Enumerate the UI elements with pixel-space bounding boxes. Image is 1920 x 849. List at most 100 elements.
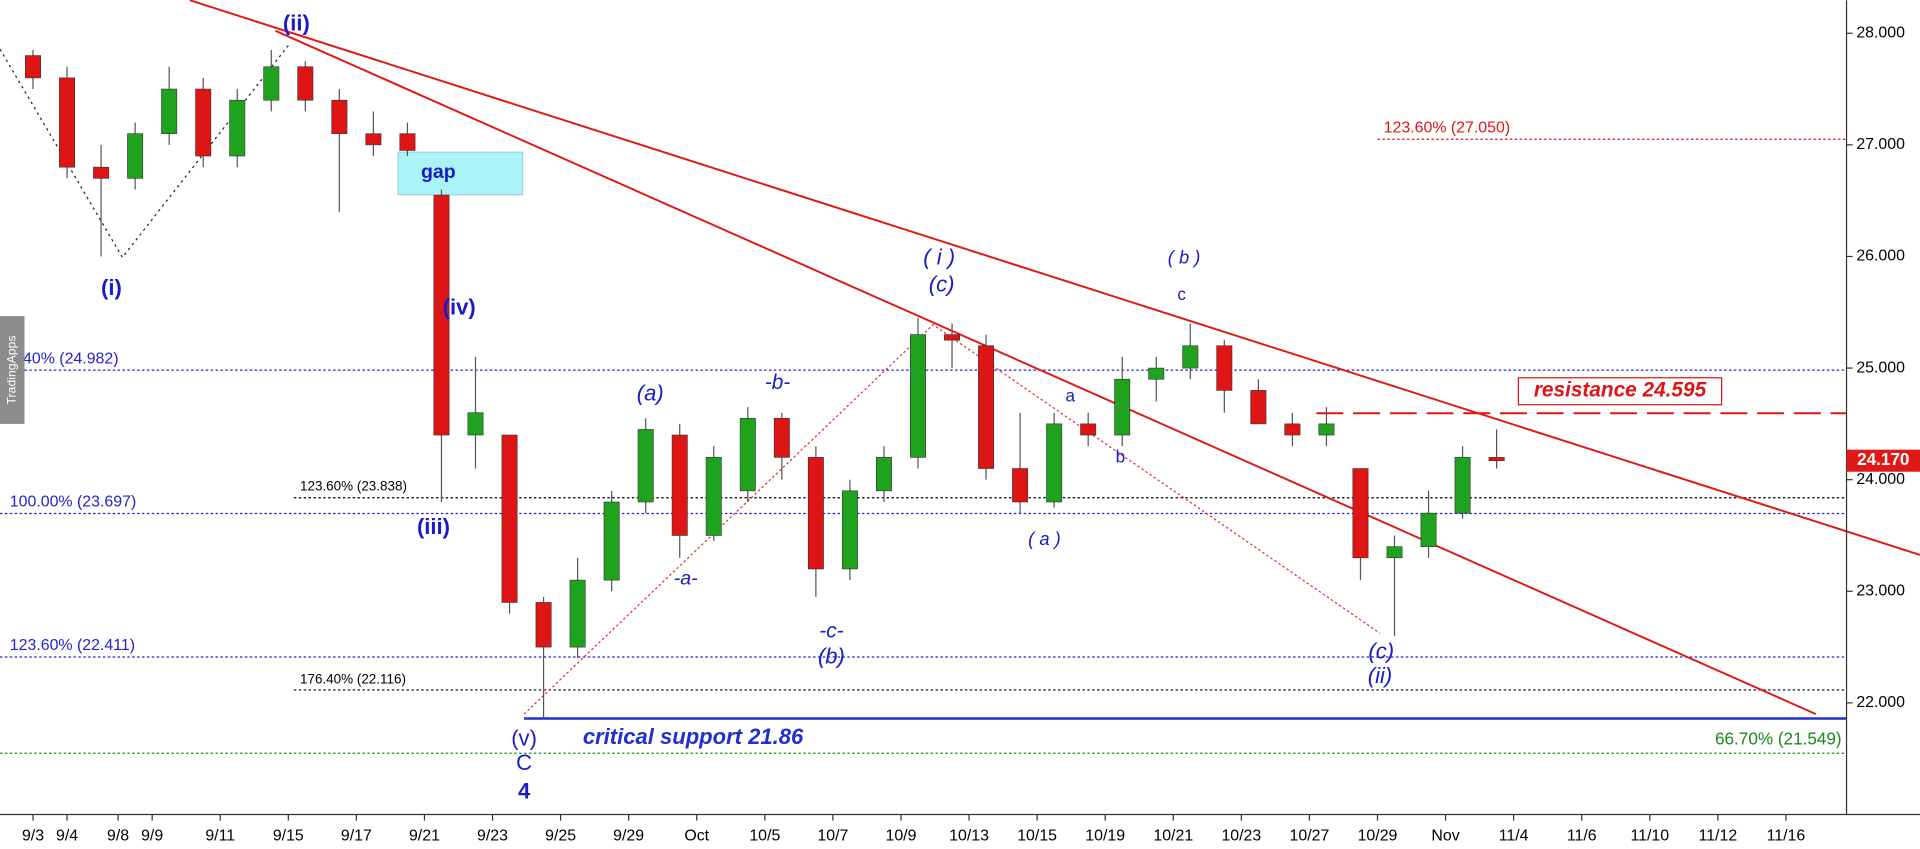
x-tick-label: 11/12 xyxy=(1699,828,1738,845)
x-tick-label: 11/4 xyxy=(1499,828,1529,845)
candle-body xyxy=(1012,468,1029,503)
wave-guide xyxy=(523,323,1381,715)
y-tick-label: 24.000 xyxy=(1856,471,1905,488)
candle-body xyxy=(331,99,348,135)
annotations: 6.40% (24.982) 100.00% (23.697) 123.60% (2… xyxy=(10,11,1842,804)
candle-body xyxy=(1250,390,1267,425)
candle-body xyxy=(671,434,688,536)
x-tick-label: Nov xyxy=(1431,828,1459,845)
candle-body xyxy=(1318,423,1335,436)
resistance-box xyxy=(1517,377,1723,406)
candle-body xyxy=(739,417,756,492)
wave-label: (c) xyxy=(1368,639,1394,664)
watermark-box xyxy=(0,316,25,424)
candle-body xyxy=(127,133,144,179)
wave-label: (iii) xyxy=(417,514,450,539)
wave-label: (ii) xyxy=(1368,663,1392,688)
x-tick-label: 9/23 xyxy=(477,828,508,845)
candle-body xyxy=(637,429,654,503)
candle-body xyxy=(433,194,450,436)
candle-body xyxy=(569,579,586,648)
x-tick-label: 9/8 xyxy=(107,828,129,845)
candles xyxy=(25,49,1505,719)
wave-label: -a- xyxy=(674,568,698,590)
wave-label: (v) xyxy=(511,726,537,751)
x-tick-label: 10/7 xyxy=(817,828,848,845)
candle-body xyxy=(1080,423,1097,436)
axes: 22.000 23.000 24.000 25.000 26.000 27.000 28.0… xyxy=(22,24,1920,845)
wave-label: c xyxy=(1177,284,1186,304)
candle-body xyxy=(978,345,995,469)
candle-body xyxy=(807,457,824,570)
candle-body xyxy=(603,501,620,581)
candle-body xyxy=(59,77,76,168)
x-tick-label: 10/27 xyxy=(1290,828,1330,845)
x-tick-label: 9/3 xyxy=(22,828,44,845)
price-tag-label: 24.170 xyxy=(1857,449,1909,469)
wave-label: C xyxy=(516,750,532,775)
candle-body xyxy=(467,412,484,436)
wave-label: ( a ) xyxy=(1028,528,1061,549)
candle-body xyxy=(365,133,382,146)
trend-line xyxy=(275,29,1817,715)
candle-body xyxy=(1216,345,1233,391)
candle-body xyxy=(1488,457,1505,462)
x-tick-label: 11/16 xyxy=(1767,828,1806,845)
candle-body xyxy=(93,166,110,179)
wave-label: (c) xyxy=(929,271,955,296)
trend-line xyxy=(189,0,1920,556)
y-tick-label: 25.000 xyxy=(1856,359,1905,376)
support-label: critical support 21.86 xyxy=(583,724,804,749)
candle-body xyxy=(1386,546,1403,559)
wave-label: (b) xyxy=(818,644,845,669)
x-tick-label: 10/19 xyxy=(1085,828,1125,845)
x-tick-label: 9/17 xyxy=(341,828,372,845)
candle-body xyxy=(25,55,41,79)
candle-body xyxy=(773,417,790,458)
x-tick-label: 9/11 xyxy=(205,828,235,845)
y-tick-label: 22.000 xyxy=(1856,694,1905,711)
candle-body xyxy=(1114,378,1131,436)
candle-body xyxy=(944,334,960,341)
resistance-label: resistance 24.595 xyxy=(1534,379,1707,402)
level-label: 176.40% (22.116) xyxy=(300,672,406,687)
level-label: 66.70% (21.549) xyxy=(1715,728,1842,748)
x-tick-label: 11/6 xyxy=(1567,828,1597,845)
candle-body xyxy=(705,457,722,536)
wave-label: gap xyxy=(421,161,456,183)
wave-label: (a) xyxy=(637,380,664,405)
level-label: 6.40% (24.982) xyxy=(10,350,119,367)
gap-box xyxy=(397,151,524,196)
price-tag xyxy=(1846,449,1920,472)
y-tick-label: 27.000 xyxy=(1856,136,1905,153)
x-tick-label: 10/21 xyxy=(1153,828,1193,845)
candle-body xyxy=(1420,512,1437,547)
x-tick-label: 9/9 xyxy=(141,828,163,845)
y-tick-label: 23.000 xyxy=(1856,582,1905,599)
level-label: 123.60% (23.838) xyxy=(300,478,407,493)
candle-body xyxy=(1046,423,1063,503)
x-tick-label: 9/25 xyxy=(545,828,576,845)
y-tick-label: 26.000 xyxy=(1856,248,1905,265)
candle-body xyxy=(229,99,246,157)
x-tick-label: 10/29 xyxy=(1358,828,1398,845)
candle-body xyxy=(399,133,416,151)
x-tick-label: 10/13 xyxy=(949,828,989,845)
candle-body xyxy=(161,88,178,135)
wave-label: (i) xyxy=(101,275,122,300)
watermark: TradingApps xyxy=(4,336,18,405)
wave-label: (iv) xyxy=(443,295,476,320)
candle-body xyxy=(195,88,212,157)
wave-label: ( b ) xyxy=(1168,246,1201,267)
x-tick-label: 9/21 xyxy=(409,828,440,845)
x-tick-label: 10/15 xyxy=(1017,828,1057,845)
x-tick-label: 10/9 xyxy=(885,828,916,845)
wave-label: -b- xyxy=(765,371,790,394)
wave-label: ( i ) xyxy=(923,244,955,269)
x-tick-label: 9/4 xyxy=(56,828,78,845)
candle-body xyxy=(1148,367,1165,380)
wave-label: b xyxy=(1116,447,1126,467)
wave-label: a xyxy=(1065,385,1075,405)
